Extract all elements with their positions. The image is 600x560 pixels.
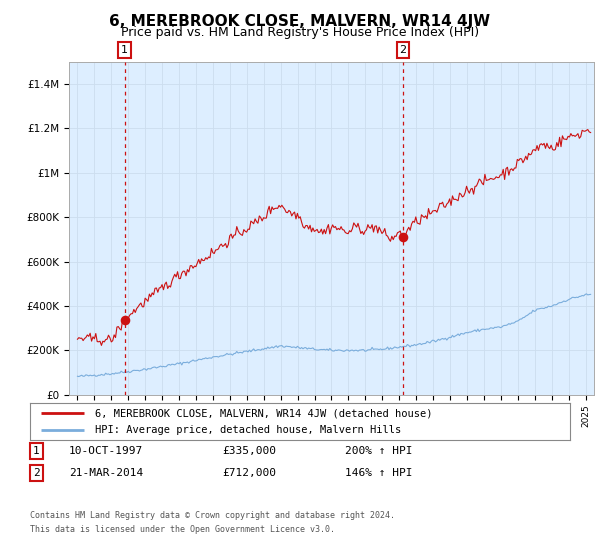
Point [398,232,408,241]
Text: 6, MEREBROOK CLOSE, MALVERN, WR14 4JW: 6, MEREBROOK CLOSE, MALVERN, WR14 4JW [109,14,491,29]
Text: 1: 1 [33,446,40,456]
Text: 2: 2 [400,45,407,55]
Text: 200% ↑ HPI: 200% ↑ HPI [345,446,413,456]
Point [120,316,130,325]
Text: 21-MAR-2014: 21-MAR-2014 [69,468,143,478]
Text: 2: 2 [33,468,40,478]
Text: £335,000: £335,000 [222,446,276,456]
Text: Contains HM Land Registry data © Crown copyright and database right 2024.: Contains HM Land Registry data © Crown c… [30,511,395,520]
Text: 1: 1 [121,45,128,55]
Text: HPI: Average price, detached house, Malvern Hills: HPI: Average price, detached house, Malv… [95,425,401,435]
Text: Price paid vs. HM Land Registry's House Price Index (HPI): Price paid vs. HM Land Registry's House … [121,26,479,39]
Text: £712,000: £712,000 [222,468,276,478]
Text: 10-OCT-1997: 10-OCT-1997 [69,446,143,456]
Text: 6, MEREBROOK CLOSE, MALVERN, WR14 4JW (detached house): 6, MEREBROOK CLOSE, MALVERN, WR14 4JW (d… [95,408,432,418]
Text: This data is licensed under the Open Government Licence v3.0.: This data is licensed under the Open Gov… [30,525,335,534]
Text: 146% ↑ HPI: 146% ↑ HPI [345,468,413,478]
